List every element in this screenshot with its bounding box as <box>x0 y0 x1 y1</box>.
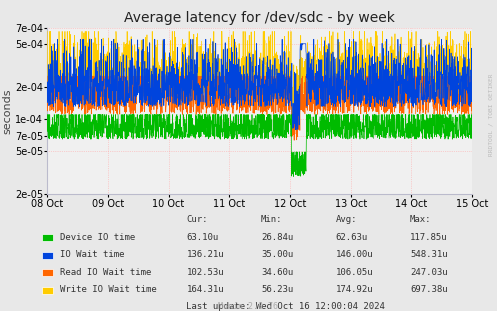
Text: 56.23u: 56.23u <box>261 285 293 294</box>
Text: 164.31u: 164.31u <box>186 285 224 294</box>
Text: Min:: Min: <box>261 215 282 224</box>
Text: 697.38u: 697.38u <box>410 285 448 294</box>
Text: 26.84u: 26.84u <box>261 233 293 242</box>
Text: 35.00u: 35.00u <box>261 250 293 259</box>
Text: 62.63u: 62.63u <box>335 233 368 242</box>
Text: Munin 2.0.76: Munin 2.0.76 <box>219 302 278 311</box>
Text: 174.92u: 174.92u <box>335 285 373 294</box>
Text: RRDTOOL / TOBI OETIKER: RRDTOOL / TOBI OETIKER <box>488 74 493 156</box>
Text: 247.03u: 247.03u <box>410 267 448 276</box>
Text: 136.21u: 136.21u <box>186 250 224 259</box>
Text: 106.05u: 106.05u <box>335 267 373 276</box>
Text: Last update: Wed Oct 16 12:00:04 2024: Last update: Wed Oct 16 12:00:04 2024 <box>186 302 385 311</box>
Text: 146.00u: 146.00u <box>335 250 373 259</box>
Text: 34.60u: 34.60u <box>261 267 293 276</box>
Text: Read IO Wait time: Read IO Wait time <box>60 267 151 276</box>
Text: IO Wait time: IO Wait time <box>60 250 124 259</box>
Text: Avg:: Avg: <box>335 215 357 224</box>
Title: Average latency for /dev/sdc - by week: Average latency for /dev/sdc - by week <box>124 12 395 26</box>
Text: Cur:: Cur: <box>186 215 208 224</box>
Text: 117.85u: 117.85u <box>410 233 448 242</box>
Text: 63.10u: 63.10u <box>186 233 219 242</box>
Text: 548.31u: 548.31u <box>410 250 448 259</box>
Text: Write IO Wait time: Write IO Wait time <box>60 285 157 294</box>
Text: Max:: Max: <box>410 215 431 224</box>
Text: Device IO time: Device IO time <box>60 233 135 242</box>
Text: 102.53u: 102.53u <box>186 267 224 276</box>
Y-axis label: seconds: seconds <box>2 88 12 134</box>
